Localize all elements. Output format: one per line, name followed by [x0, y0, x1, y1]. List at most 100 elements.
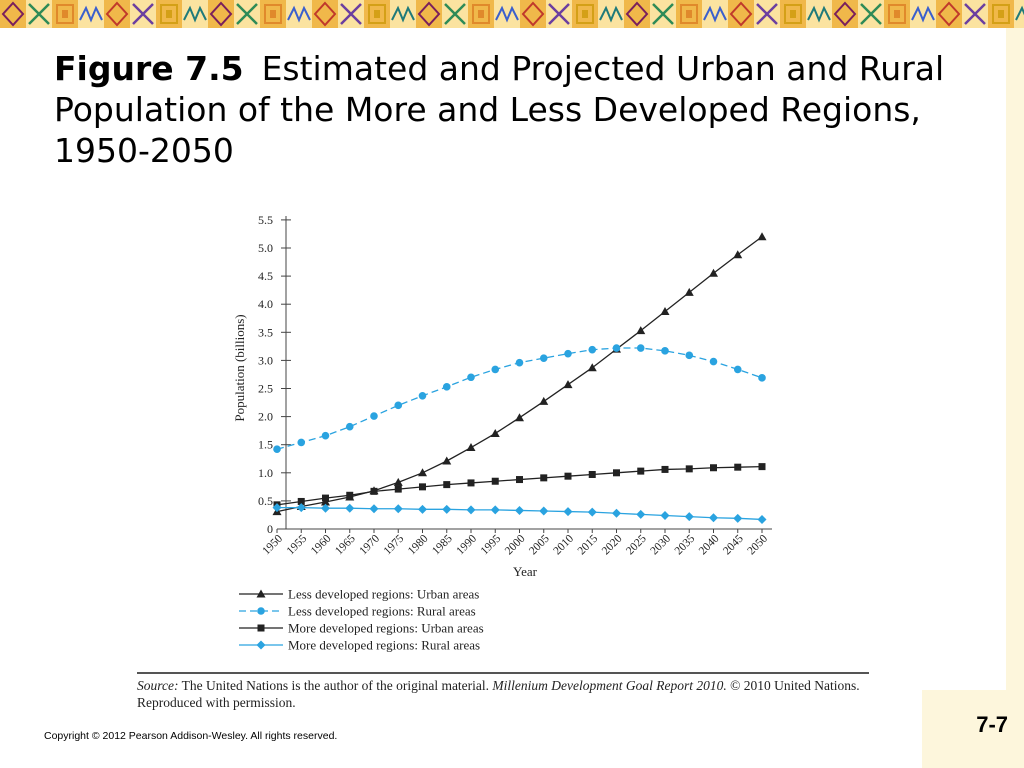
- source-text-2: © 2010 United Nations. Reproduced with p…: [137, 678, 860, 710]
- banner-square: [56, 4, 74, 24]
- banner-square: [576, 4, 594, 24]
- data-point: [321, 503, 330, 513]
- banner-square-core: [894, 10, 900, 18]
- y-tick-label: 0: [267, 522, 273, 536]
- data-point: [393, 477, 403, 486]
- banner-square: [472, 4, 490, 24]
- banner-zigzag: [911, 5, 935, 23]
- data-point: [515, 505, 524, 515]
- decorative-side-strip: [1006, 28, 1024, 690]
- banner-square: [992, 4, 1010, 24]
- banner-square-core: [686, 10, 692, 18]
- banner-zigzag: [495, 5, 519, 23]
- banner-square: [368, 4, 386, 24]
- data-point: [563, 380, 573, 389]
- x-tick-label: 2050: [745, 532, 770, 557]
- data-point: [442, 383, 451, 391]
- data-point: [393, 504, 403, 514]
- banner-square: [888, 4, 906, 24]
- x-tick-label: 2015: [576, 532, 601, 557]
- x-tick-label: 2020: [600, 532, 625, 557]
- data-point: [296, 503, 306, 513]
- banner-cross: [28, 3, 50, 25]
- banner-cross: [444, 3, 466, 25]
- x-tick-label: 1995: [479, 532, 504, 557]
- source-note: Source: The United Nations is the author…: [137, 677, 872, 711]
- banner-square-core: [478, 10, 484, 18]
- data-point: [490, 428, 500, 437]
- source-divider: [137, 672, 869, 674]
- banner-zigzag: [1015, 5, 1024, 21]
- data-point: [467, 479, 475, 487]
- data-point: [370, 487, 378, 495]
- data-point: [661, 465, 669, 473]
- series-1: [272, 232, 767, 516]
- x-tick-label: 1950: [260, 532, 285, 557]
- source-report-title: Millenium Development Goal Report 2010.: [492, 678, 727, 693]
- data-point: [733, 250, 743, 259]
- x-tick-label: 2010: [551, 532, 576, 557]
- data-point: [709, 268, 718, 277]
- banner-square: [160, 4, 178, 24]
- figure-title-text: Estimated and Projected Urban and Rural …: [54, 49, 945, 170]
- data-point: [515, 413, 524, 422]
- banner-diamond: [833, 1, 857, 27]
- banner-cross: [132, 3, 154, 25]
- y-tick-label: 0.5: [258, 494, 273, 508]
- data-point: [612, 508, 621, 518]
- banner-diamond: [937, 1, 961, 27]
- data-point: [467, 373, 475, 382]
- data-point: [418, 504, 427, 514]
- data-point: [443, 481, 451, 489]
- banner-diamond: [209, 1, 233, 27]
- banner-zigzag: [807, 5, 831, 23]
- x-tick-label: 2035: [673, 532, 698, 557]
- data-point: [733, 365, 742, 374]
- data-point: [345, 503, 355, 513]
- legend-marker: [256, 640, 266, 650]
- data-point: [684, 287, 694, 296]
- data-point: [369, 504, 379, 514]
- data-point: [637, 467, 645, 475]
- data-point: [346, 491, 354, 499]
- legend-label: More developed regions: Urban areas: [288, 621, 484, 636]
- legend-label: Less developed regions: Rural areas: [288, 604, 476, 619]
- banner-zigzag: [287, 5, 311, 23]
- banner-cross: [860, 3, 882, 25]
- data-point: [419, 483, 426, 491]
- x-tick-label: 1960: [309, 532, 334, 557]
- banner-square: [680, 4, 698, 24]
- data-point: [709, 513, 718, 523]
- data-point: [636, 509, 646, 519]
- banner-diamond: [729, 1, 753, 27]
- banner-cross: [548, 3, 570, 25]
- banner-square-core: [582, 10, 588, 18]
- page-number: 7-7: [976, 712, 1008, 737]
- banner-cross: [236, 3, 258, 25]
- banner-diamond: [417, 1, 441, 27]
- source-text-1: The United Nations is the author of the …: [181, 678, 490, 693]
- x-tick-label: 2000: [503, 532, 528, 557]
- banner-square-core: [998, 10, 1004, 18]
- data-point: [564, 349, 572, 358]
- data-point: [297, 438, 306, 447]
- banner-square: [784, 4, 802, 24]
- data-point: [394, 401, 403, 410]
- copyright-notice: Copyright © 2012 Pearson Addison-Wesley.…: [44, 730, 338, 742]
- data-point: [322, 494, 329, 502]
- source-label: Source:: [137, 678, 179, 693]
- data-point: [272, 503, 282, 513]
- data-point: [661, 347, 669, 355]
- y-tick-label: 5.5: [258, 213, 273, 227]
- x-tick-label: 1970: [357, 532, 382, 557]
- banner-zigzag: [183, 5, 207, 23]
- banner-diamond: [625, 1, 649, 27]
- data-point: [709, 357, 718, 366]
- data-point: [297, 497, 305, 505]
- data-point: [758, 463, 766, 471]
- legend-label: Less developed regions: Urban areas: [288, 587, 479, 602]
- banner-zigzag: [79, 5, 103, 23]
- banner-diamond: [313, 1, 337, 27]
- data-point: [516, 476, 523, 484]
- x-tick-label: 1975: [382, 532, 407, 557]
